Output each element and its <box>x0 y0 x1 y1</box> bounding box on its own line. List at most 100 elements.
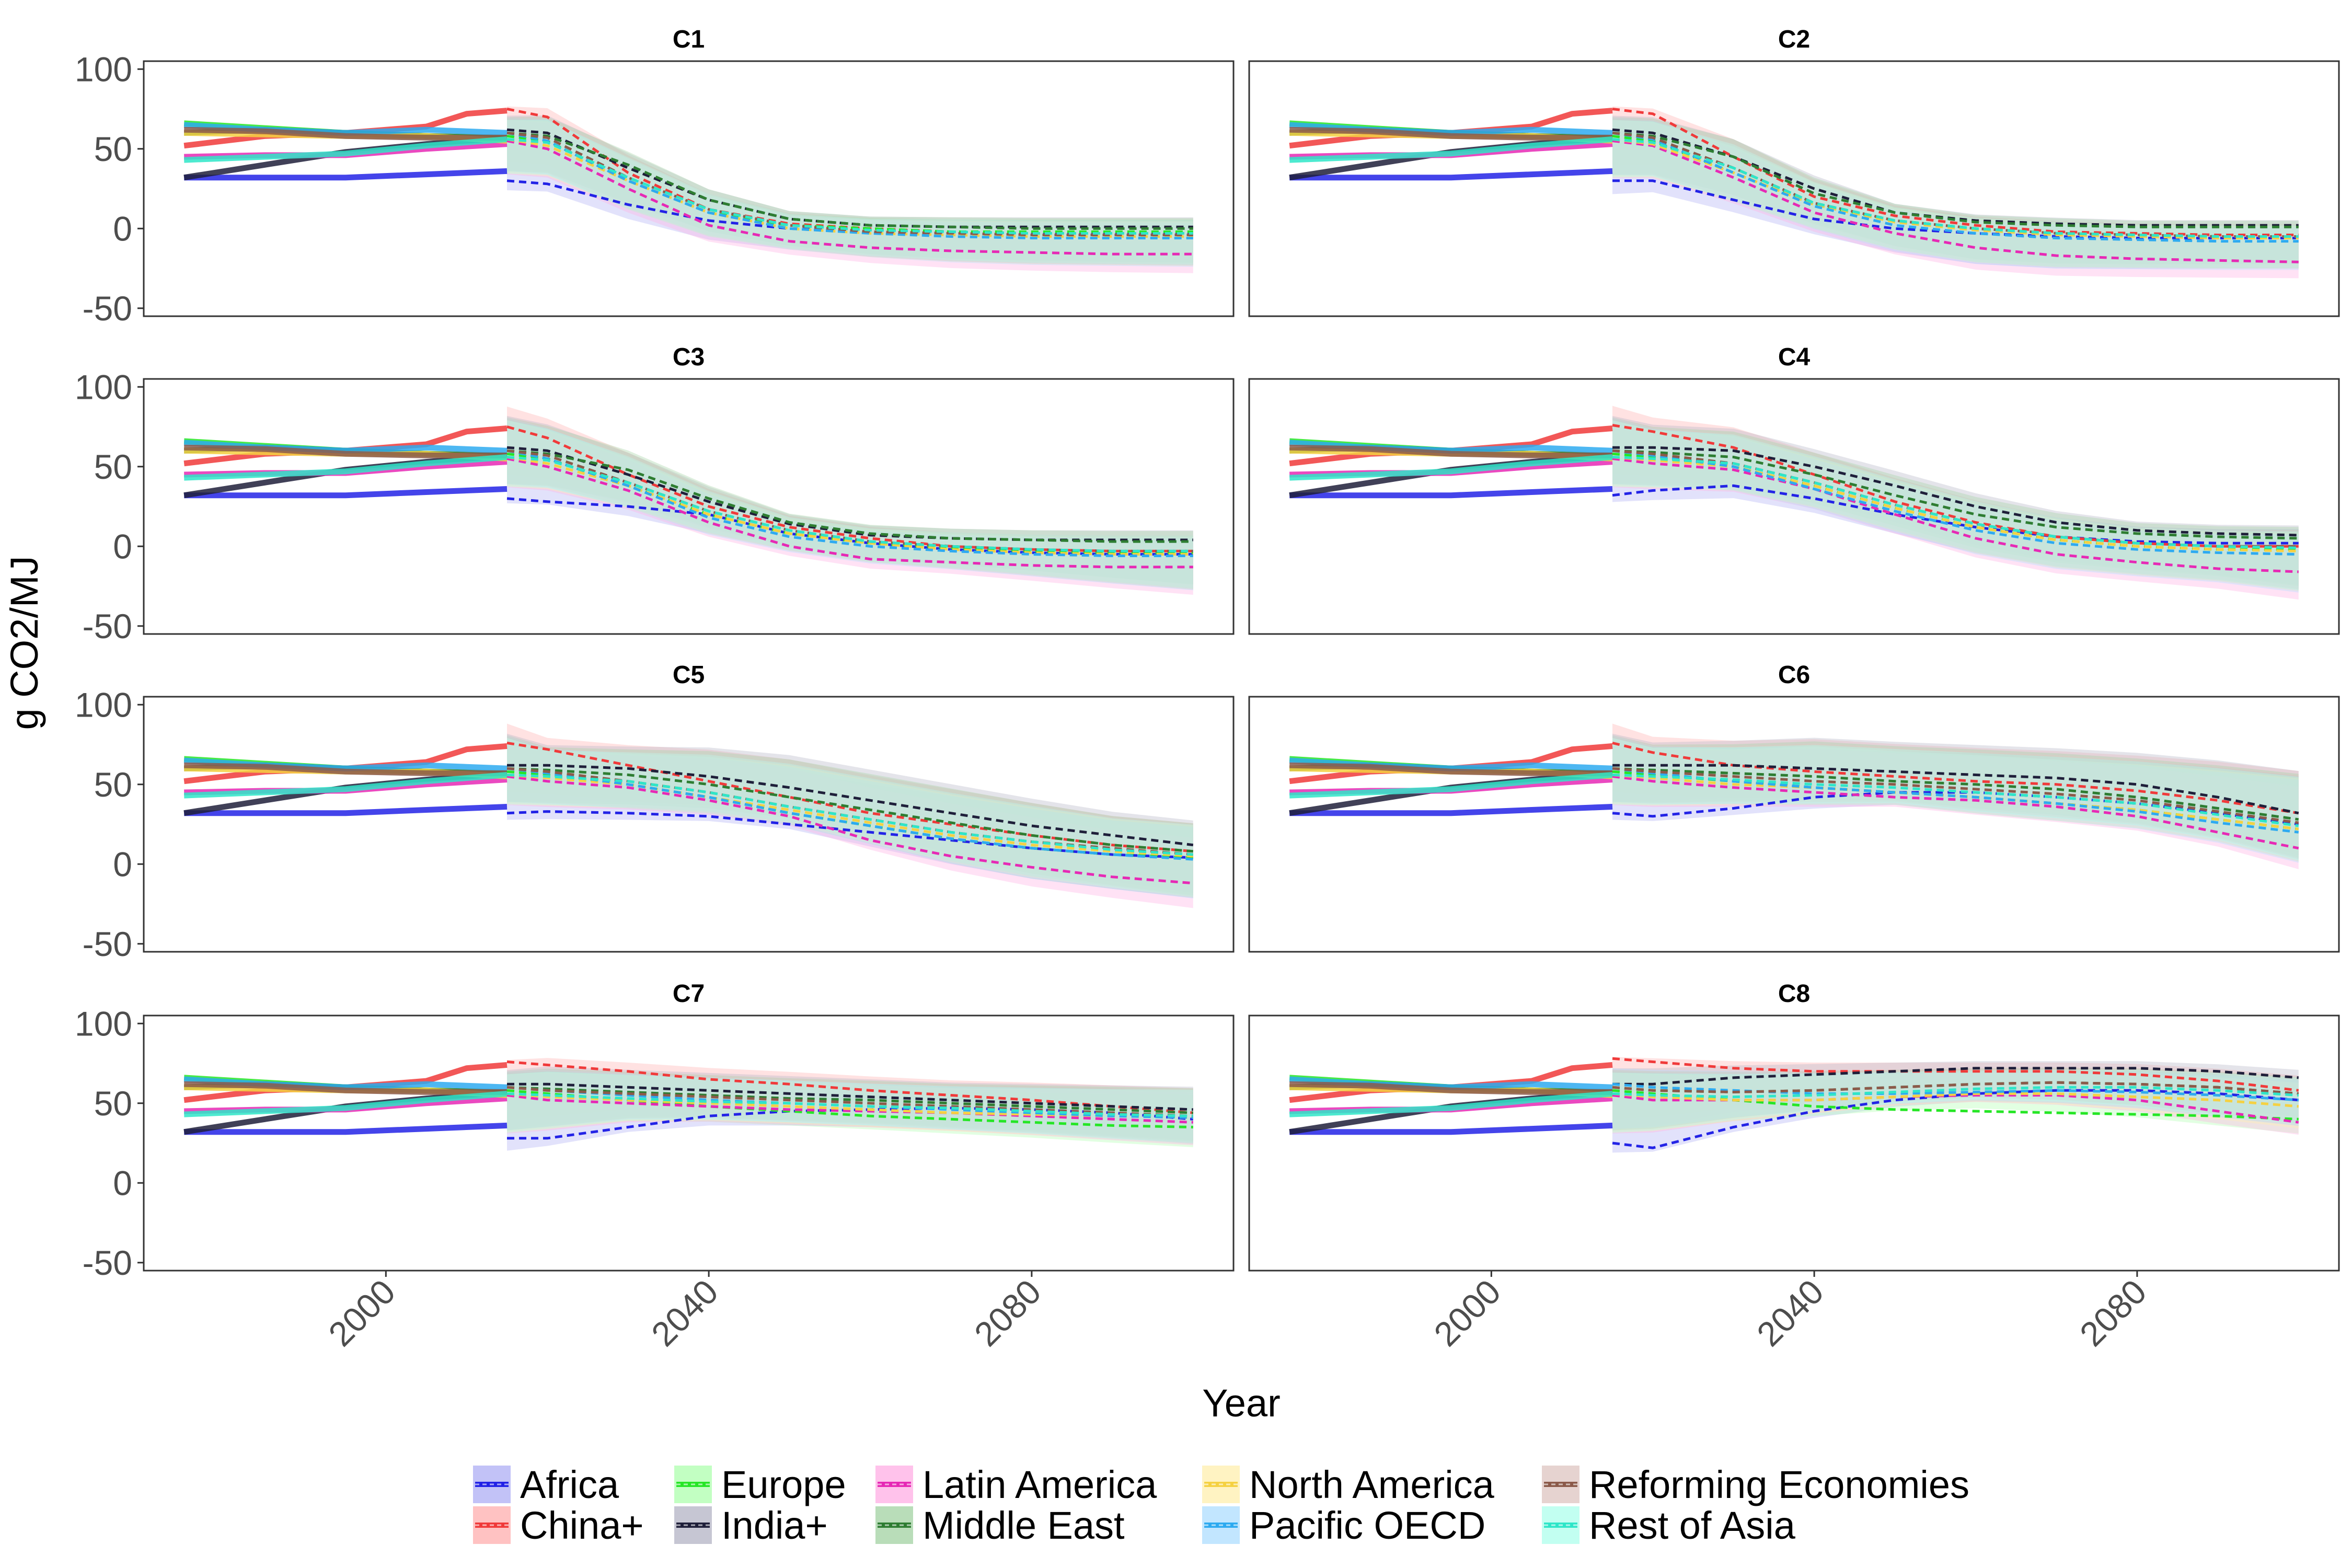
band-china- <box>507 406 1193 589</box>
legend-label: China+ <box>520 1504 644 1547</box>
median-line-latin-america <box>506 140 1193 256</box>
x-tick-label: 2040 <box>644 1272 725 1354</box>
band-reforming-economies <box>1612 117 2299 268</box>
median-line-reforming-economies <box>506 1086 1193 1117</box>
median-line-latin-america <box>1612 457 2299 573</box>
hist-line-africa <box>1289 168 1613 181</box>
legend-label: Reforming Economies <box>1589 1463 1969 1506</box>
panel-c5: C5 <box>143 661 1235 953</box>
median-line-rest-of-asia <box>1612 456 2299 549</box>
band-rest-of-asia <box>1612 420 2299 590</box>
panel-title: C1 <box>673 26 705 53</box>
median-line-reforming-economies <box>1612 1081 2299 1095</box>
median-line-africa <box>506 497 1193 556</box>
panel-c8: C8 <box>1248 980 2340 1272</box>
band-europe <box>1612 118 2299 268</box>
median-line-pacific-oecd <box>1612 449 2299 556</box>
legend-item-north-america: North America <box>1202 1463 1495 1506</box>
y-tick-label: 100 <box>75 50 132 88</box>
median-line-middle-east <box>1612 131 2299 228</box>
median-line-middle-east <box>1612 449 2299 540</box>
band-rest-of-asia <box>1612 1069 2299 1133</box>
hist-line-africa <box>184 168 508 181</box>
median-line-india- <box>1612 764 2299 815</box>
band-china- <box>507 106 1193 265</box>
panel-border <box>1248 696 2340 953</box>
hist-line-rest-of-asia <box>183 1090 508 1117</box>
hist-line-rest-of-asia <box>1289 1090 1613 1117</box>
median-line-china- <box>506 1060 1193 1114</box>
median-line-china- <box>506 425 1193 552</box>
y-tick-label: -50 <box>83 1243 132 1282</box>
y-tick-label: 0 <box>113 527 132 566</box>
hist-line-rest-of-asia <box>183 454 508 481</box>
median-line-china- <box>1612 1057 2299 1092</box>
median-line-middle-east <box>506 767 1193 853</box>
median-line-north-america <box>1612 774 2299 831</box>
median-line-pacific-oecd <box>506 1086 1193 1119</box>
y-tick-label: 0 <box>113 209 132 248</box>
band-rest-of-asia <box>507 119 1193 265</box>
legend-item-middle-east: Middle East <box>875 1504 1125 1547</box>
band-india- <box>1612 116 2299 264</box>
hist-line-reforming-economies <box>184 1081 507 1095</box>
band-middle-east <box>507 417 1193 585</box>
x-tick-label: 2040 <box>1749 1272 1831 1354</box>
band-africa <box>507 755 1193 898</box>
band-latin-america <box>1612 1073 2299 1135</box>
median-line-china- <box>1612 108 2299 236</box>
y-tick-label: 0 <box>113 845 132 883</box>
panel-border <box>143 696 1235 953</box>
band-latin-america <box>1612 739 2299 869</box>
median-line-pacific-oecd <box>1612 767 2299 834</box>
hist-line-rest-of-asia <box>183 136 508 163</box>
band-china- <box>1612 106 2299 268</box>
panel-border <box>1248 378 2340 635</box>
hist-line-africa <box>184 1122 508 1135</box>
hist-line-rest-of-asia <box>1289 772 1613 799</box>
x-tick-label: 2000 <box>1426 1272 1508 1354</box>
x-tick-label: 2000 <box>321 1272 402 1354</box>
legend-item-africa: Africa <box>473 1463 619 1506</box>
band-north-america <box>507 420 1193 590</box>
band-north-america <box>507 738 1193 897</box>
median-line-latin-america <box>1612 1094 2299 1124</box>
median-line-pacific-oecd <box>1612 131 2299 243</box>
band-middle-east <box>1612 1067 2299 1131</box>
y-tick-label: 50 <box>94 447 132 486</box>
median-line-pacific-oecd <box>1612 1082 2299 1102</box>
hist-line-africa <box>184 804 508 816</box>
median-line-latin-america <box>506 1094 1193 1124</box>
legend-label: Europe <box>721 1463 846 1506</box>
median-line-north-america <box>1612 456 2299 552</box>
band-africa <box>1612 139 2299 269</box>
y-tick-label: -50 <box>83 289 132 328</box>
median-line-middle-east <box>1612 767 2299 821</box>
band-north-america <box>1612 1073 2299 1133</box>
median-line-india- <box>507 1082 1193 1111</box>
legend-label: India+ <box>721 1504 828 1547</box>
panel-border <box>143 1014 1235 1272</box>
band-india- <box>507 416 1193 584</box>
legend-label: Middle East <box>923 1504 1125 1547</box>
y-tick-label: 50 <box>94 130 132 168</box>
median-line-china- <box>1612 742 2299 815</box>
hist-line-reforming-economies <box>1289 126 1612 141</box>
median-line-latin-america <box>506 457 1193 569</box>
band-europe <box>1612 1071 2299 1134</box>
hist-line-rest-of-asia <box>183 772 508 799</box>
band-pacific-oecd <box>1612 117 2299 270</box>
legend-label: Latin America <box>923 1463 1157 1506</box>
x-tick-label: 2080 <box>2072 1272 2154 1354</box>
legend-item-latin-america: Latin America <box>875 1463 1157 1506</box>
panel-title: C4 <box>1778 343 1811 371</box>
y-tick-label: 50 <box>94 765 132 804</box>
band-india- <box>1612 733 2299 856</box>
band-north-america <box>1612 420 2299 592</box>
hist-line-reforming-economies <box>1289 1081 1612 1095</box>
median-line-north-america <box>1612 1092 2299 1108</box>
band-rest-of-asia <box>507 420 1193 589</box>
median-line-china- <box>506 742 1193 853</box>
median-line-latin-america <box>506 775 1193 885</box>
